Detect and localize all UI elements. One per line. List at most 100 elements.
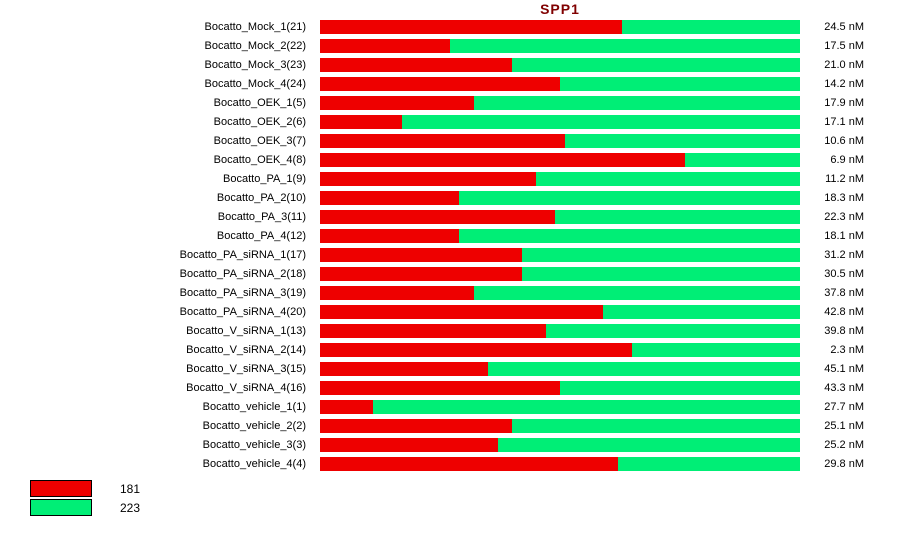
chart-row: Bocatto_PA_4(12) 18.1 nM [0, 226, 864, 245]
chart-row: Bocatto_vehicle_4(4) 29.8 nM [0, 454, 864, 473]
chart-row: Bocatto_PA_siRNA_1(17) 31.2 nM [0, 245, 864, 264]
row-value: 25.1 nM [824, 419, 864, 432]
row-value: 39.8 nM [824, 324, 864, 337]
bar-segment-181 [320, 76, 560, 91]
bar-segment-181 [320, 133, 565, 148]
bar-segment-181 [320, 361, 488, 376]
bar-segment-181 [320, 19, 623, 34]
chart-row: Bocatto_Mock_2(22) 17.5 nM [0, 36, 864, 55]
bar-segment-181 [320, 152, 685, 167]
row-label: Bocatto_Mock_2(22) [204, 39, 307, 52]
bar-segment-181 [320, 57, 512, 72]
bar-track [320, 19, 800, 34]
bar-track [320, 399, 800, 414]
row-label: Bocatto_V_siRNA_1(13) [186, 324, 306, 337]
row-label: Bocatto_PA_4(12) [216, 229, 306, 242]
bar-segment-181 [320, 209, 556, 224]
legend-entry-223: 223 [30, 498, 140, 517]
bar-track [320, 266, 800, 281]
row-value: 2.3 nM [830, 343, 864, 356]
row-label: Bocatto_PA_siRNA_2(18) [179, 267, 306, 280]
chart-row: Bocatto_PA_3(11) 22.3 nM [0, 207, 864, 226]
bar-segment-181 [320, 285, 474, 300]
chart-row: Bocatto_vehicle_3(3) 25.2 nM [0, 435, 864, 454]
bar-segment-181 [320, 342, 632, 357]
chart-row: Bocatto_OEK_1(5) 17.9 nM [0, 93, 864, 112]
row-value: 42.8 nM [824, 305, 864, 318]
row-value: 31.2 nM [824, 248, 864, 261]
row-label: Bocatto_PA_siRNA_4(20) [179, 305, 306, 318]
chart-row: Bocatto_V_siRNA_3(15) 45.1 nM [0, 359, 864, 378]
bar-segment-181 [320, 456, 618, 471]
row-label: Bocatto_Mock_1(21) [204, 20, 307, 33]
row-label: Bocatto_V_siRNA_2(14) [186, 343, 306, 356]
bar-segment-181 [320, 38, 450, 53]
bar-segment-181 [320, 114, 402, 129]
chart-row: Bocatto_vehicle_2(2) 25.1 nM [0, 416, 864, 435]
bar-track [320, 361, 800, 376]
bar-segment-181 [320, 437, 498, 452]
row-value: 18.1 nM [824, 229, 864, 242]
chart-row: Bocatto_V_siRNA_1(13) 39.8 nM [0, 321, 864, 340]
bar-track [320, 285, 800, 300]
legend-label-181: 181 [120, 481, 141, 496]
chart-row: Bocatto_Mock_3(23) 21.0 nM [0, 55, 864, 74]
chart-row: Bocatto_PA_siRNA_4(20) 42.8 nM [0, 302, 864, 321]
row-value: 22.3 nM [824, 210, 864, 223]
bar-track [320, 380, 800, 395]
row-value: 6.9 nM [830, 153, 864, 166]
bar-track [320, 152, 800, 167]
bar-segment-181 [320, 228, 460, 243]
bar-segment-181 [320, 399, 373, 414]
chart-row: Bocatto_Mock_1(21) 24.5 nM [0, 17, 864, 36]
bar-segment-181 [320, 418, 512, 433]
row-label: Bocatto_Mock_4(24) [204, 77, 307, 90]
bar-track [320, 114, 800, 129]
chart-rows: Bocatto_Mock_1(21) 24.5 nM Bocatto_Mock_2(… [0, 17, 864, 473]
row-value: 25.2 nM [824, 438, 864, 451]
row-value: 21.0 nM [824, 58, 864, 71]
legend-swatch-223 [30, 499, 92, 516]
row-label: Bocatto_PA_3(11) [217, 210, 306, 223]
row-label: Bocatto_V_siRNA_3(15) [186, 362, 306, 375]
legend-entry-181: 181 [30, 479, 140, 498]
bar-track [320, 437, 800, 452]
row-label: Bocatto_PA_siRNA_3(19) [179, 286, 306, 299]
row-value: 27.7 nM [824, 400, 864, 413]
row-value: 45.1 nM [824, 362, 864, 375]
legend: 181 223 [30, 479, 140, 517]
row-label: Bocatto_OEK_2(6) [213, 115, 306, 128]
bar-track [320, 38, 800, 53]
row-label: Bocatto_V_siRNA_4(16) [186, 381, 306, 394]
bar-track [320, 190, 800, 205]
row-value: 24.5 nM [824, 20, 864, 33]
row-value: 18.3 nM [824, 191, 864, 204]
bar-track [320, 76, 800, 91]
bar-segment-181 [320, 247, 522, 262]
row-label: Bocatto_vehicle_1(1) [202, 400, 306, 413]
chart-row: Bocatto_PA_1(9) 11.2 nM [0, 169, 864, 188]
bar-track [320, 323, 800, 338]
bar-segment-181 [320, 380, 560, 395]
row-value: 37.8 nM [824, 286, 864, 299]
legend-label-223: 223 [120, 500, 141, 515]
chart-row: Bocatto_Mock_4(24) 14.2 nM [0, 74, 864, 93]
row-label: Bocatto_vehicle_2(2) [202, 419, 306, 432]
chart-title: SPP1 [540, 1, 580, 17]
row-value: 17.9 nM [824, 96, 864, 109]
row-value: 17.5 nM [824, 39, 864, 52]
chart-row: Bocatto_PA_2(10) 18.3 nM [0, 188, 864, 207]
row-value: 14.2 nM [824, 77, 864, 90]
bar-segment-181 [320, 171, 536, 186]
row-value: 11.2 nM [825, 172, 864, 185]
row-value: 29.8 nM [824, 457, 864, 470]
bar-track [320, 247, 800, 262]
chart-row: Bocatto_OEK_2(6) 17.1 nM [0, 112, 864, 131]
chart-row: Bocatto_PA_siRNA_3(19) 37.8 nM [0, 283, 864, 302]
chart-row: Bocatto_PA_siRNA_2(18) 30.5 nM [0, 264, 864, 283]
bar-track [320, 342, 800, 357]
chart-row: Bocatto_V_siRNA_4(16) 43.3 nM [0, 378, 864, 397]
legend-swatch-181 [30, 480, 92, 497]
row-label: Bocatto_PA_siRNA_1(17) [179, 248, 306, 261]
